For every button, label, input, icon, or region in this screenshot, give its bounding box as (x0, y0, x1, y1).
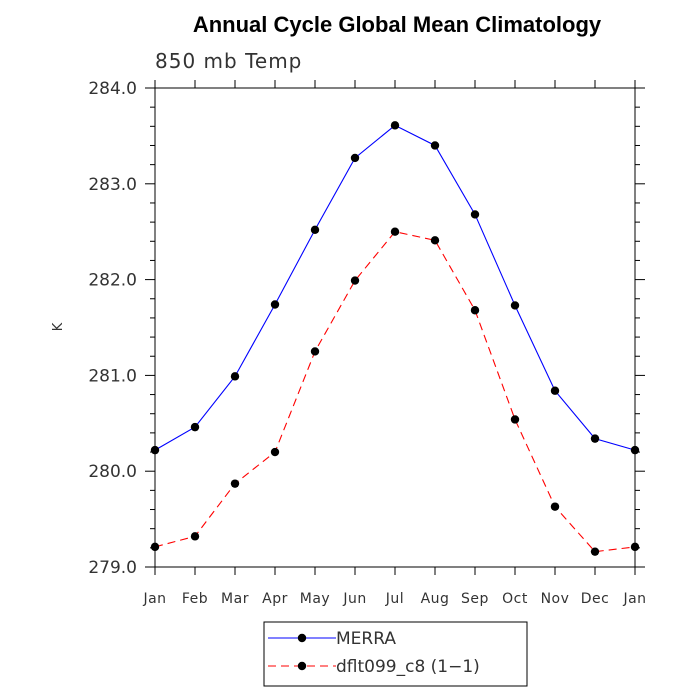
y-tick-label: 282.0 (88, 271, 137, 291)
x-tick-label: Jul (385, 591, 404, 607)
y-tick-label: 284.0 (88, 79, 137, 99)
x-tick-label: May (300, 591, 330, 607)
x-tick-label: Oct (502, 591, 528, 607)
series-0-point (590, 434, 600, 443)
series-1-point (390, 227, 400, 236)
series-1-point (310, 347, 320, 356)
x-axis: Jan Feb Mar Apr May Jun Jul Aug Sep Oct Nov Dec Jan (142, 80, 646, 607)
series-1-point (430, 236, 440, 245)
x-tick-label: Mar (221, 591, 249, 607)
series-1-point (510, 415, 520, 424)
plot-frame (154, 87, 636, 568)
x-tick-label: Apr (262, 591, 288, 607)
x-tick-label: Aug (421, 591, 450, 607)
chart-subtitle: 850 mb Temp (155, 49, 302, 73)
series-group (150, 121, 640, 556)
series-0-point (390, 121, 400, 130)
x-tick-label: Feb (182, 591, 208, 607)
series-0-point (230, 372, 240, 381)
series-1-point (630, 542, 640, 552)
y-tick-label: 283.0 (88, 175, 137, 195)
x-tick-label: Nov (541, 591, 570, 607)
series-0-point (510, 301, 520, 310)
series-1-point (230, 479, 240, 488)
series-1-point (470, 306, 480, 315)
legend-box (263, 621, 528, 687)
legend-label-0: MERRA (336, 629, 396, 649)
chart-title: Annual Cycle Global Mean Climatology (193, 12, 602, 37)
series-1-point (190, 532, 200, 541)
y-tick-label: 280.0 (88, 462, 137, 482)
series-line-1 (154, 231, 636, 553)
series-1-point (590, 547, 600, 556)
y-tick-label: 279.0 (88, 558, 137, 578)
x-tick-label: Jan (142, 591, 166, 607)
legend-label-1: dflt099_c8 (1−1) (336, 657, 480, 677)
series-0-point (150, 445, 160, 455)
series-0-point (430, 141, 440, 150)
legend: MERRA dflt099_c8 (1−1) (268, 629, 480, 677)
x-tick-label: Dec (581, 591, 610, 607)
y-tick-label: 281.0 (88, 366, 137, 386)
series-0-point (190, 422, 200, 432)
series-1-point (270, 447, 280, 457)
series-0-point (550, 386, 560, 395)
series-1-point (550, 502, 560, 511)
series-0-point (350, 153, 360, 163)
x-tick-label: Jan (622, 591, 646, 607)
series-1-point (350, 276, 360, 285)
legend-marker-0 (297, 633, 307, 643)
series-1-point (150, 542, 160, 552)
series-0-point (470, 210, 480, 219)
x-tick-label: Jun (342, 591, 366, 607)
series-0-point (310, 225, 320, 234)
x-tick-label: Sep (461, 591, 489, 607)
y-axis-label: K (51, 322, 66, 331)
y-axis: 279.0 280.0 281.0 282.0 283.0 284.0 (88, 79, 645, 578)
legend-marker-1 (297, 661, 307, 671)
series-0-point (630, 445, 640, 455)
series-0-point (270, 300, 280, 309)
series-line-0 (154, 124, 636, 451)
